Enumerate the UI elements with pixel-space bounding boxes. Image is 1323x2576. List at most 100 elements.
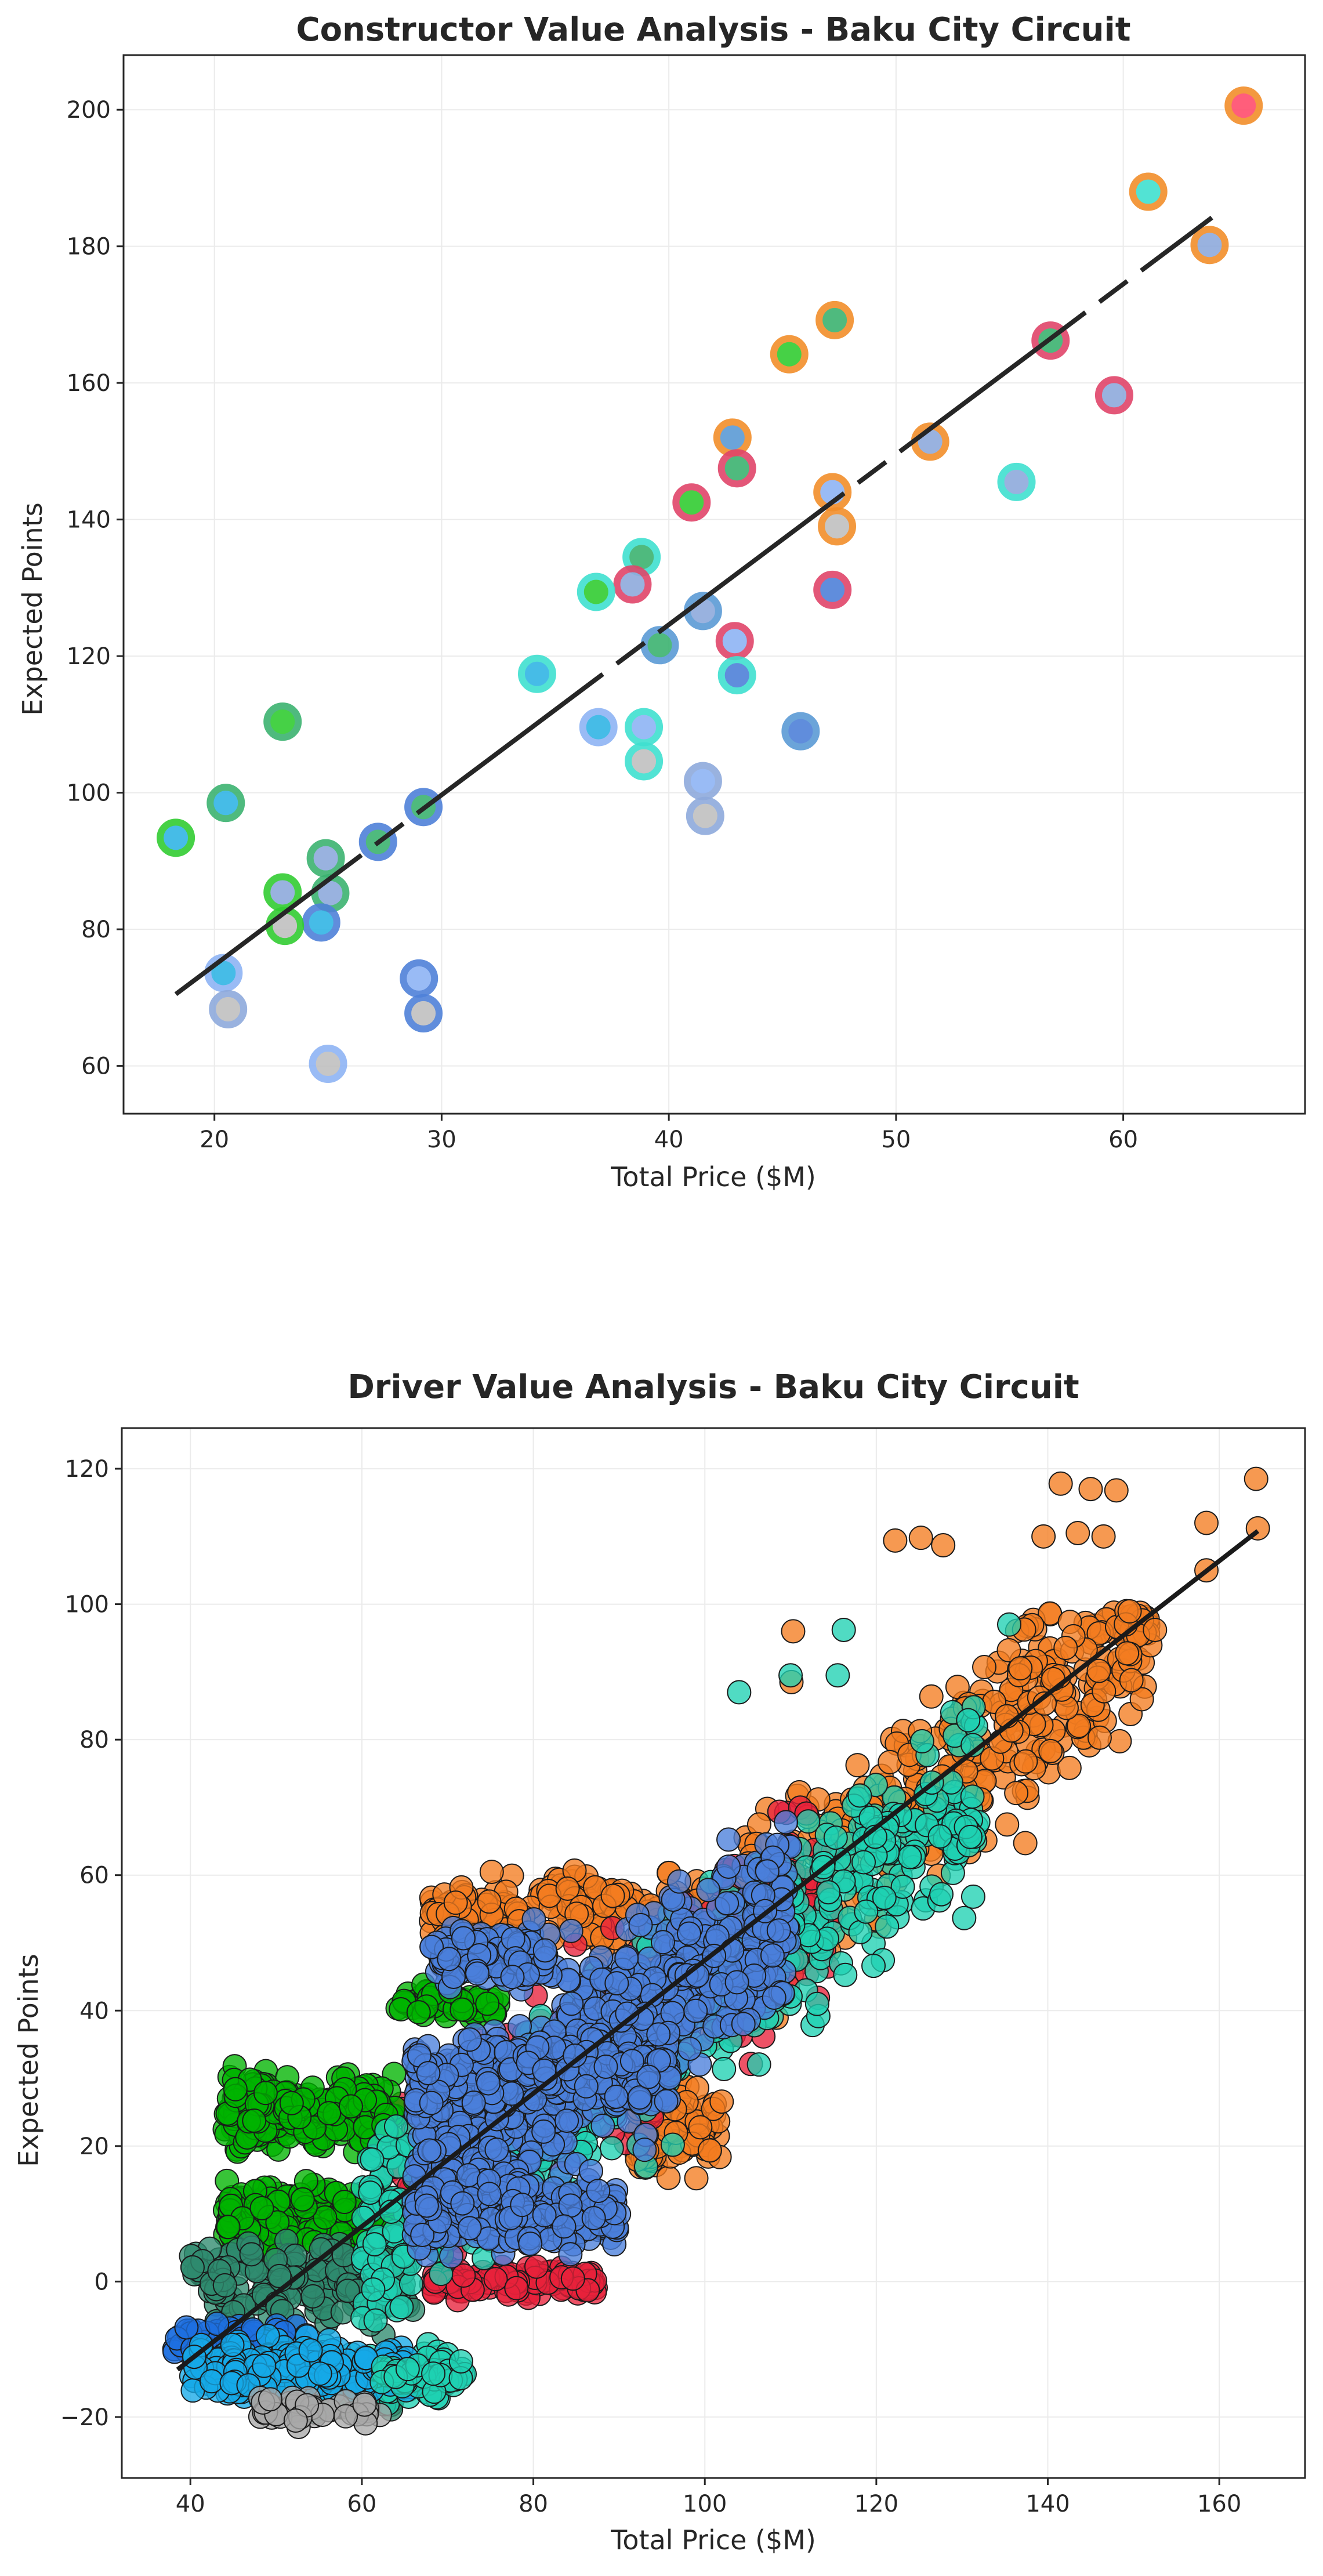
driver-point xyxy=(419,2090,444,2115)
driver-point xyxy=(1119,1668,1144,1693)
driver-point xyxy=(242,2108,267,2133)
driver-point xyxy=(825,1663,850,1688)
constructor-point xyxy=(713,418,752,457)
driver-point xyxy=(1013,1749,1038,1774)
driver-point xyxy=(223,2077,248,2102)
x-axis-label: Total Price ($M) xyxy=(610,1161,816,1193)
constructor-point xyxy=(997,462,1036,501)
constructor-point xyxy=(686,796,724,835)
constructor-point xyxy=(1094,376,1133,415)
y-tick-label: 180 xyxy=(67,234,111,260)
driver-point xyxy=(628,1912,653,1937)
driver-point xyxy=(414,2193,439,2218)
driver-point xyxy=(778,1663,803,1688)
driver-point xyxy=(521,1907,546,1932)
driver-point xyxy=(960,1884,985,1909)
y-axis-label: Expected Points xyxy=(17,502,48,715)
driver-point xyxy=(581,2205,606,2230)
driver-point xyxy=(477,1889,502,1914)
driver-point xyxy=(929,1882,954,1907)
driver-point xyxy=(1065,1521,1090,1545)
driver-point xyxy=(574,2074,599,2099)
driver-point xyxy=(848,1919,873,1944)
driver-point xyxy=(614,1946,639,1971)
driver-point xyxy=(1129,1687,1154,1712)
driver-point xyxy=(253,2081,278,2106)
trend-line-path xyxy=(176,1529,1260,2372)
driver-point xyxy=(632,2137,657,2162)
x-axis-label: Total Price ($M) xyxy=(610,2524,816,2556)
driver-point xyxy=(1067,1713,1092,1738)
driver-point xyxy=(216,2215,241,2240)
driver-point xyxy=(709,2089,734,2114)
driver-point xyxy=(1092,1679,1117,1704)
driver-point xyxy=(1086,1658,1111,1683)
constructor-point xyxy=(1129,172,1168,211)
driver-point xyxy=(1104,1478,1129,1503)
driver-point xyxy=(972,1655,997,1680)
constructor-point xyxy=(206,784,245,823)
driver-point xyxy=(554,2108,579,2133)
chart-title: Constructor Value Analysis - Baku City C… xyxy=(296,11,1130,49)
driver-point xyxy=(358,2180,383,2205)
driver-point xyxy=(1091,1524,1116,1549)
driver-point xyxy=(352,2392,377,2417)
constructor-point xyxy=(683,762,722,800)
x-tick-label: 30 xyxy=(427,1126,456,1153)
driver-point xyxy=(731,2012,756,2037)
y-axis-label: Expected Points xyxy=(13,1954,44,2166)
constructor-point xyxy=(209,990,248,1028)
grid xyxy=(124,55,1305,1114)
driver-point xyxy=(421,2361,446,2386)
driver-point xyxy=(307,2361,332,2386)
constructor-point xyxy=(579,708,618,747)
driver-point xyxy=(650,1930,675,1955)
driver-point xyxy=(437,1947,462,1972)
driver-point xyxy=(697,2138,722,2163)
driver-point xyxy=(410,2222,435,2247)
driver-point xyxy=(593,2055,618,2079)
driver-point xyxy=(727,1680,752,1705)
constructor-point xyxy=(717,449,756,488)
driver-point xyxy=(317,2101,342,2126)
driver-point xyxy=(716,1854,741,1879)
driver-point xyxy=(559,1991,584,2016)
driver-point xyxy=(760,1943,785,1968)
driver-point xyxy=(677,2037,702,2061)
driver-point xyxy=(500,1965,525,1990)
driver-point xyxy=(997,1612,1021,1637)
y-tick-label: 40 xyxy=(79,1998,109,2024)
driver-point xyxy=(1244,1466,1268,1491)
data-points xyxy=(162,1466,1270,2439)
y-tick-label: 120 xyxy=(65,1456,109,1483)
driver-point xyxy=(174,2315,199,2340)
driver-point xyxy=(518,2231,543,2256)
driver-point xyxy=(845,1753,870,1778)
driver-point xyxy=(1038,1738,1063,1763)
driver-point xyxy=(684,2166,709,2191)
constructor-point xyxy=(400,959,438,998)
driver-point xyxy=(476,2071,501,2096)
driver-point xyxy=(660,2132,685,2157)
constructor-point xyxy=(302,903,340,942)
driver-point xyxy=(443,1890,468,1915)
driver-point xyxy=(816,1880,841,1905)
x-tick-label: 20 xyxy=(200,1126,229,1153)
driver-point xyxy=(283,2408,308,2433)
constructor-chart: Constructor Value Analysis - Baku City C… xyxy=(17,11,1306,1193)
driver-chart: Driver Value Analysis - Baku City Circui… xyxy=(13,1368,1306,2556)
constructor-point xyxy=(625,708,664,747)
data-points xyxy=(157,86,1263,1084)
x-tick-label: 140 xyxy=(1025,2491,1070,2517)
y-tick-label: 100 xyxy=(65,1592,109,1618)
driver-point xyxy=(1057,1755,1082,1780)
y-tick-label: 60 xyxy=(81,1053,111,1080)
y-tick-label: 100 xyxy=(67,780,111,807)
driver-point xyxy=(746,2052,771,2077)
driver-point xyxy=(239,2242,264,2267)
driver-point xyxy=(416,2061,441,2086)
driver-point xyxy=(666,1869,691,1894)
driver-point xyxy=(417,2138,442,2163)
driver-point xyxy=(958,1824,983,1849)
